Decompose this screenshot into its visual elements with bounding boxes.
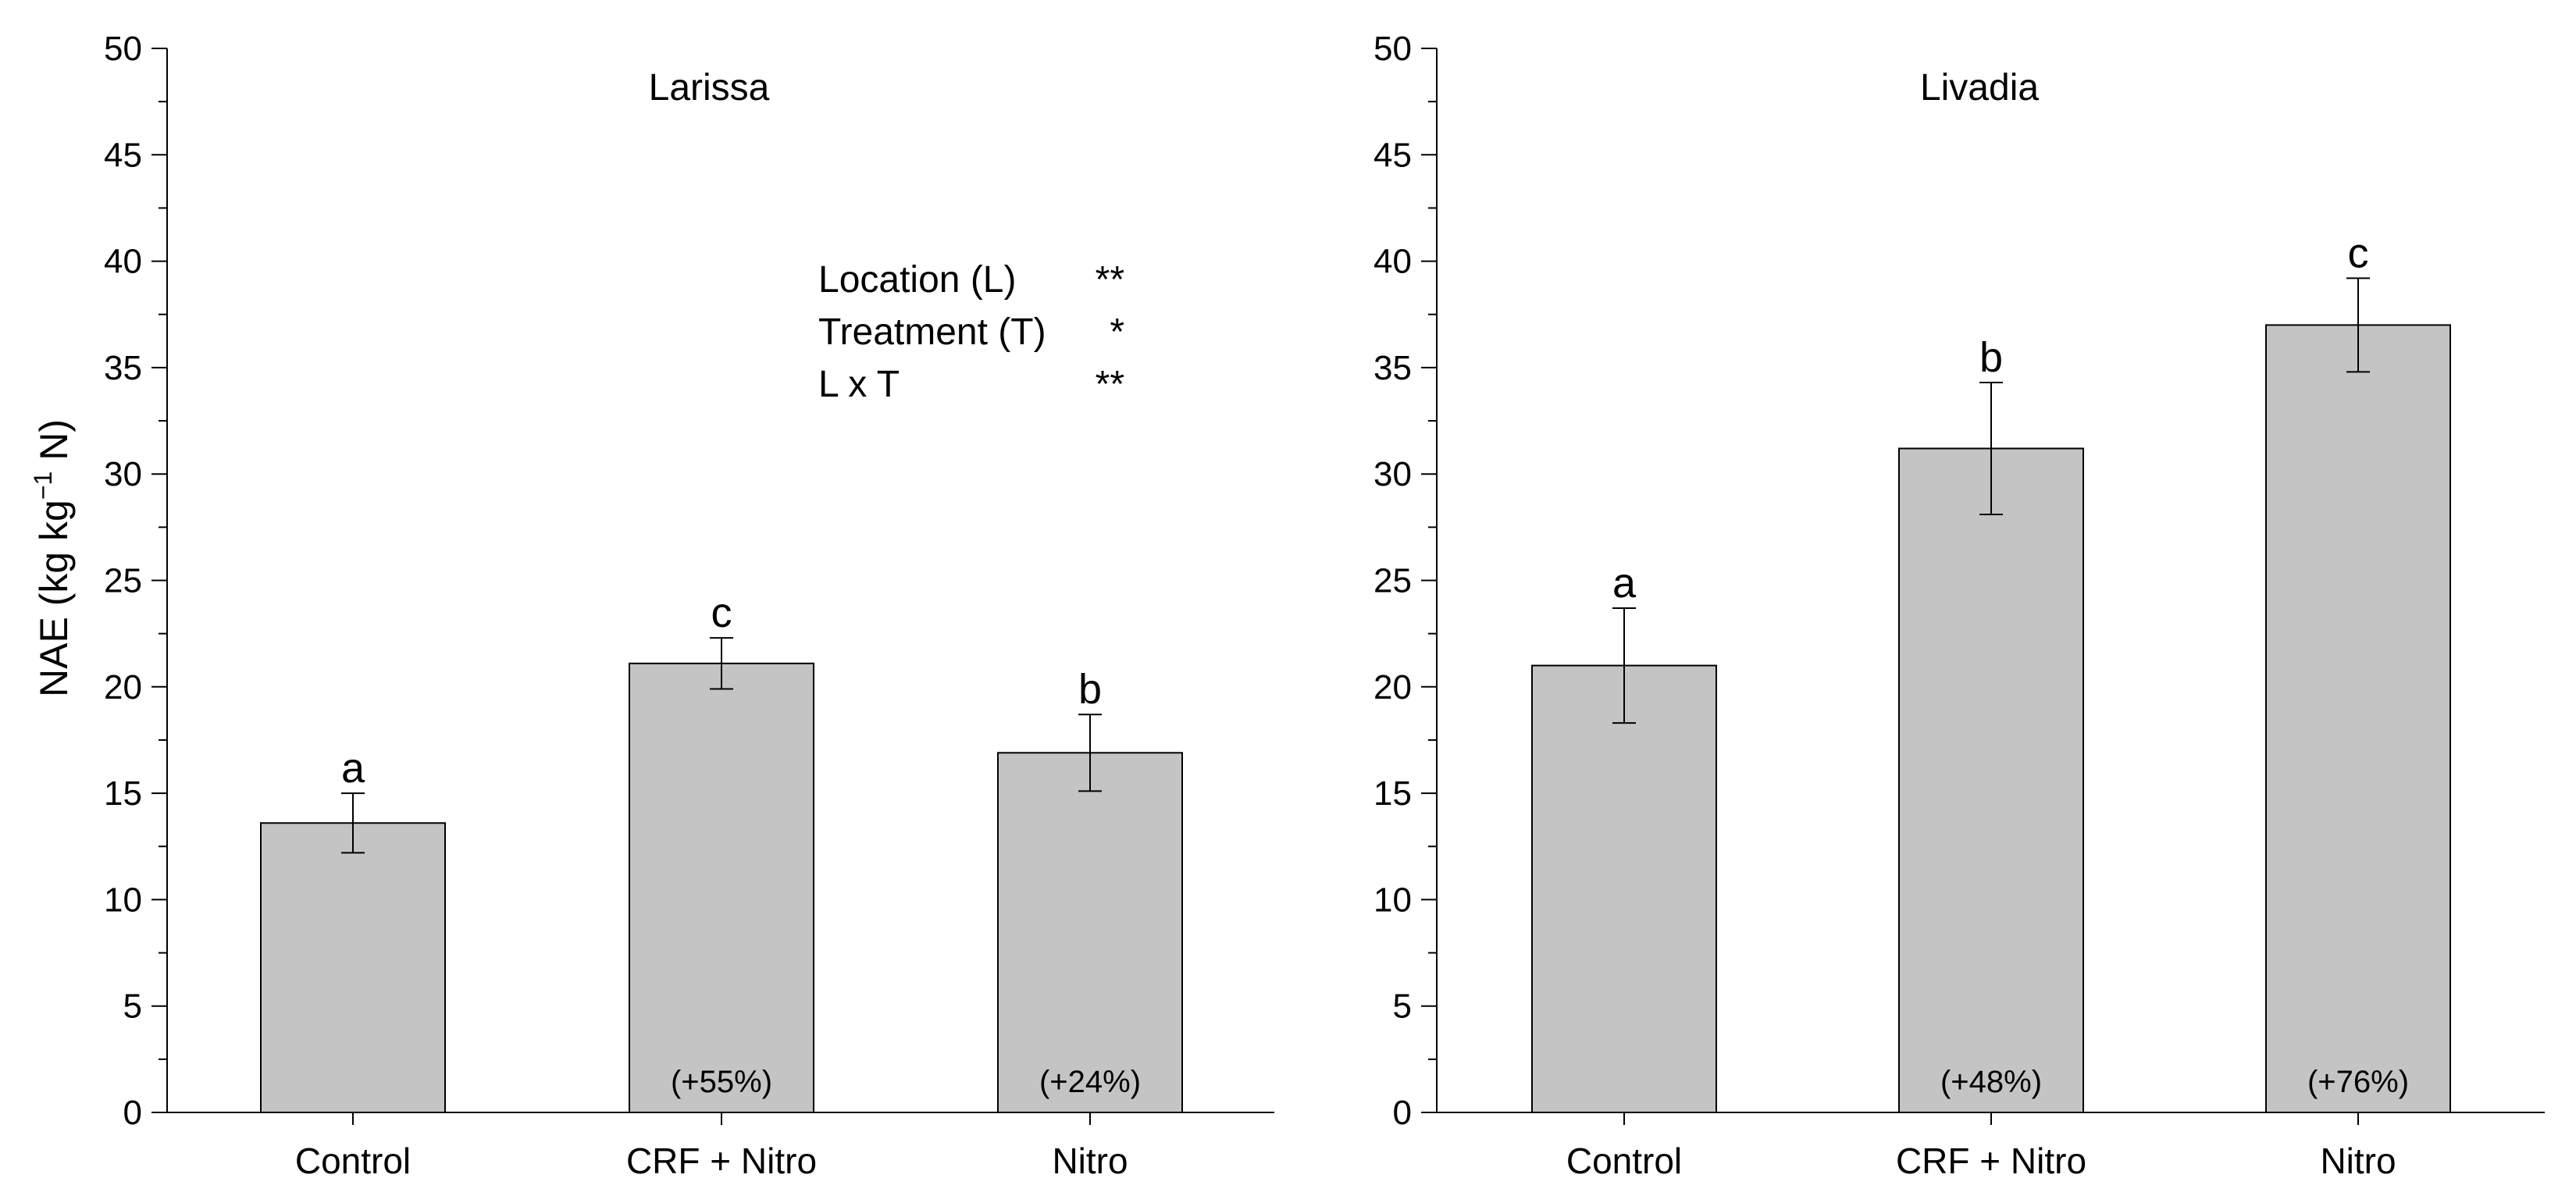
y-tick-label: 0 (123, 1094, 142, 1132)
y-tick-label: 50 (1374, 30, 1412, 68)
significance-letter: a (1612, 560, 1637, 607)
y-tick-label: 30 (104, 455, 142, 493)
bar (2265, 324, 2451, 1113)
percent-change-label: (+24%) (1039, 1065, 1141, 1099)
y-tick-label: 45 (1374, 136, 1412, 174)
panel-title: Larissa (649, 67, 770, 109)
bar (997, 752, 1183, 1114)
y-tick-label: 35 (104, 349, 142, 387)
stats-significance: ** (1096, 259, 1124, 301)
y-axis-label-superscript: −1 (29, 472, 57, 500)
y-axis-label: NAE (kg kg−1 N) (29, 419, 76, 697)
stats-factor: L x T (818, 364, 900, 405)
y-tick-label: 15 (104, 774, 142, 813)
y-axis-label-main: NAE (kg kg (32, 500, 76, 697)
bar (629, 662, 814, 1113)
significance-letter: c (711, 589, 732, 636)
panel-title: Livadia (1920, 67, 2039, 109)
significance-letter: c (2348, 230, 2369, 276)
stats-significance: * (1110, 311, 1124, 353)
x-tick-label: Nitro (2320, 1141, 2396, 1181)
y-tick-label: 5 (123, 988, 142, 1026)
x-tick-label: Control (295, 1141, 411, 1181)
y-tick-label: 40 (104, 243, 142, 281)
stats-significance: ** (1096, 364, 1124, 405)
y-tick-label: 0 (1393, 1094, 1412, 1132)
y-tick-label: 25 (1374, 562, 1412, 600)
y-tick-label: 35 (1374, 349, 1412, 387)
percent-change-label: (+55%) (671, 1065, 772, 1099)
significance-letter: a (341, 745, 365, 792)
percent-change-label: (+48%) (1940, 1065, 2042, 1099)
bar (1531, 664, 1717, 1113)
y-tick-label: 30 (1374, 455, 1412, 493)
y-tick-label: 15 (1374, 774, 1412, 813)
y-tick-label: 5 (1393, 988, 1412, 1026)
stats-factor: Location (L) (818, 259, 1016, 301)
y-tick-label: 50 (104, 30, 142, 68)
y-tick-label: 20 (104, 668, 142, 706)
significance-letter: b (1979, 334, 2003, 381)
percent-change-label: (+76%) (2307, 1065, 2409, 1099)
x-tick-label: CRF + Nitro (626, 1141, 817, 1181)
x-tick-label: Control (1566, 1141, 1682, 1181)
y-tick-label: 25 (104, 562, 142, 600)
bar (1898, 447, 2084, 1113)
y-tick-label: 45 (104, 136, 142, 174)
x-tick-label: Nitro (1052, 1141, 1128, 1181)
y-tick-label: 20 (1374, 668, 1412, 706)
x-tick-label: CRF + Nitro (1896, 1141, 2086, 1181)
y-tick-label: 40 (1374, 243, 1412, 281)
y-axis-label-tail: N) (32, 419, 76, 472)
y-tick-label: 10 (1374, 881, 1412, 919)
bar (260, 822, 446, 1114)
y-tick-label: 10 (104, 881, 142, 919)
significance-letter: b (1078, 666, 1102, 713)
stats-factor: Treatment (T) (818, 311, 1046, 353)
